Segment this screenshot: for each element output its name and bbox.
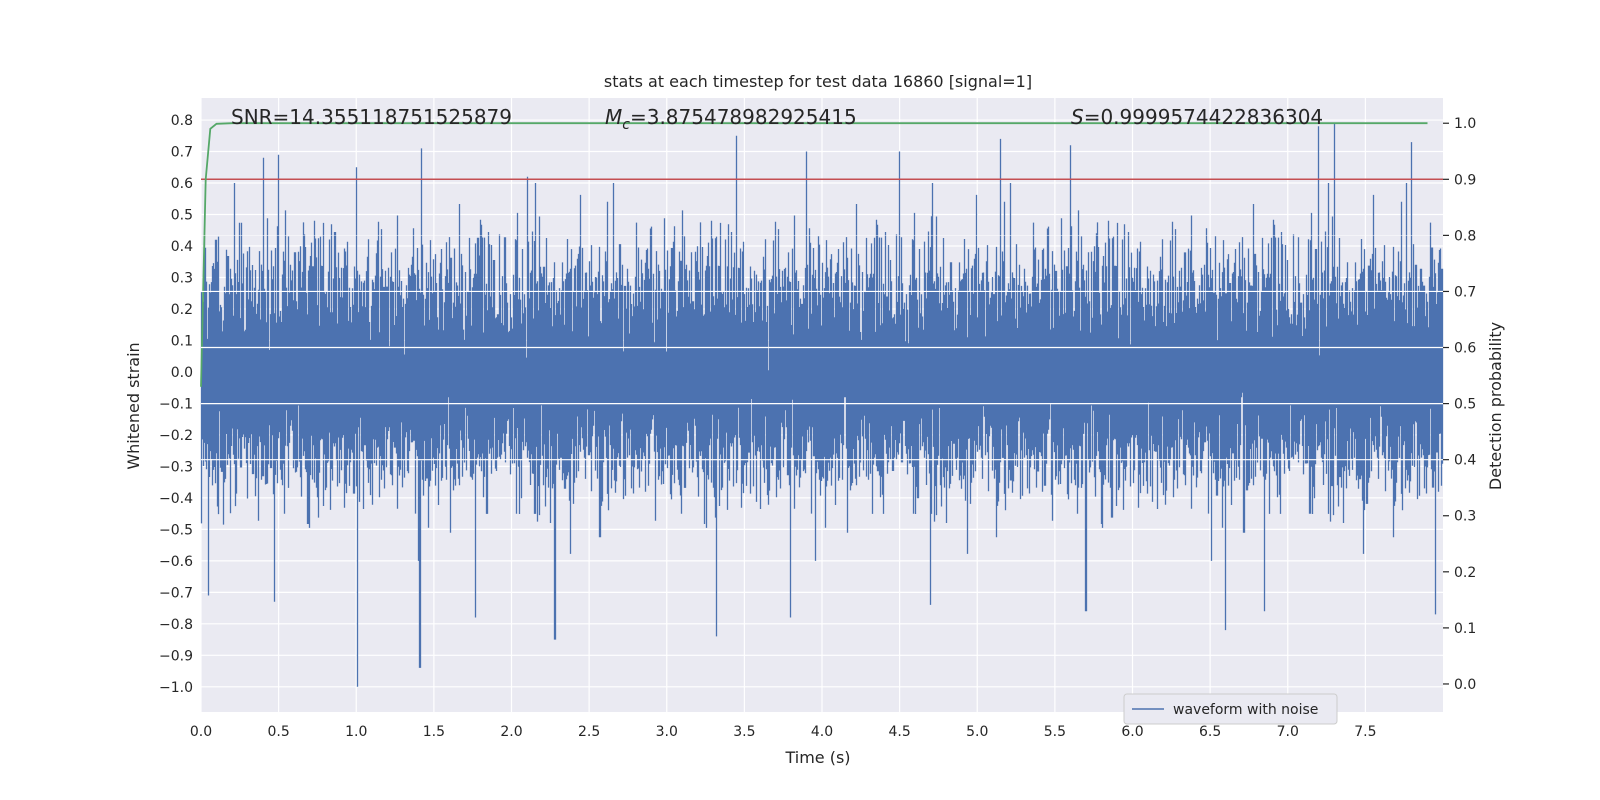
x-tick-label: 2.5	[578, 724, 600, 740]
y2-tick-label: 0.5	[1454, 397, 1476, 413]
x-tick-label: 0.0	[190, 724, 212, 740]
mc-value: =3.875478982925415	[630, 105, 857, 129]
probability-series	[200, 122, 1428, 387]
x-axis-label: Time (s)	[784, 748, 850, 767]
y-axis-ticks: 0.8 0.7 0.6 0.5 0.4 0.3 0.2 0.1 0.0 −0.1 −0.2 −0.3 −…	[159, 113, 193, 696]
x-tick-label: 6.5	[1199, 724, 1221, 740]
s-symbol: S	[1071, 105, 1084, 129]
y-tick-label: −0.2	[159, 428, 193, 444]
y2-tick-label: 0.4	[1454, 453, 1476, 469]
legend: waveform with noise	[1123, 693, 1338, 725]
y-tick-label: 0.5	[171, 208, 193, 224]
mc-symbol: M	[605, 105, 622, 129]
x-tick-label: 3.0	[656, 724, 678, 740]
y2-tick-label: 0.7	[1454, 284, 1476, 300]
y-tick-label: −0.9	[159, 648, 193, 664]
y2-tick-label: 1.0	[1454, 116, 1476, 132]
y-tick-label: 0.0	[171, 365, 193, 381]
x-axis-ticks: 0.0 0.5 1.0 1.5 2.0 2.5 3.0 3.5 4.0 4.5 5.0 5.5 6.0 6…	[190, 724, 1377, 740]
x-tick-label: 6.0	[1121, 724, 1143, 740]
x-tick-label: 1.5	[423, 724, 445, 740]
mc-subscript: c	[622, 117, 630, 133]
legend-box	[1123, 693, 1338, 725]
y2-tick-label: 0.3	[1454, 509, 1476, 525]
y-tick-label: −0.6	[159, 554, 193, 570]
x-tick-label: 3.5	[733, 724, 755, 740]
y-tick-label: −0.4	[159, 491, 193, 507]
y2-axis-ticks: 1.0 0.9 0.8 0.7 0.6 0.5 0.4 0.3 0.2 0.1 0.0	[1443, 116, 1476, 693]
y-tick-label: 0.6	[171, 176, 193, 192]
y-tick-label: −0.8	[159, 617, 193, 633]
x-tick-label: 4.0	[811, 724, 833, 740]
y2-tick-label: 0.9	[1454, 172, 1476, 188]
y2-axis-label: Detection probability	[1486, 322, 1505, 490]
y-tick-label: −0.1	[159, 396, 193, 412]
y-tick-label: −0.5	[159, 522, 193, 538]
s-value: =0.9999574422836304	[1084, 105, 1323, 129]
y2-tick-label: 0.2	[1454, 565, 1476, 581]
probability-line	[200, 122, 1428, 387]
x-tick-label: 4.5	[888, 724, 910, 740]
x-tick-label: 0.5	[267, 724, 289, 740]
y-tick-label: 0.3	[171, 270, 193, 286]
x-tick-label: 7.5	[1354, 724, 1376, 740]
y-tick-label: −0.3	[159, 459, 193, 475]
y2-tick-label: 0.1	[1454, 621, 1476, 637]
y-tick-label: 0.4	[171, 239, 193, 255]
y-tick-label: 0.8	[171, 113, 193, 129]
x-tick-label: 2.0	[500, 724, 522, 740]
right-axis-grid	[201, 234, 1443, 461]
legend-label: waveform with noise	[1173, 702, 1318, 718]
chirp-mass-annotation: Mc=3.875478982925415	[605, 105, 857, 133]
x-tick-label: 5.5	[1044, 724, 1066, 740]
y-axis-label: Whitened strain	[124, 342, 143, 469]
y-tick-label: −1.0	[159, 680, 193, 696]
x-tick-label: 5.0	[966, 724, 988, 740]
y-tick-label: 0.2	[171, 302, 193, 318]
significance-annotation: S=0.9999574422836304	[1071, 105, 1323, 129]
y-tick-label: −0.7	[159, 585, 193, 601]
y2-tick-label: 0.6	[1454, 341, 1476, 357]
y2-tick-label: 0.8	[1454, 228, 1476, 244]
y-tick-label: 0.7	[171, 145, 193, 161]
snr-annotation: SNR=14.355118751525879	[231, 105, 512, 129]
x-tick-label: 1.0	[345, 724, 367, 740]
y2-tick-label: 0.0	[1454, 677, 1476, 693]
chart-title: stats at each timestep for test data 168…	[604, 72, 1032, 91]
x-tick-label: 7.0	[1277, 724, 1299, 740]
y-tick-label: 0.1	[171, 333, 193, 349]
